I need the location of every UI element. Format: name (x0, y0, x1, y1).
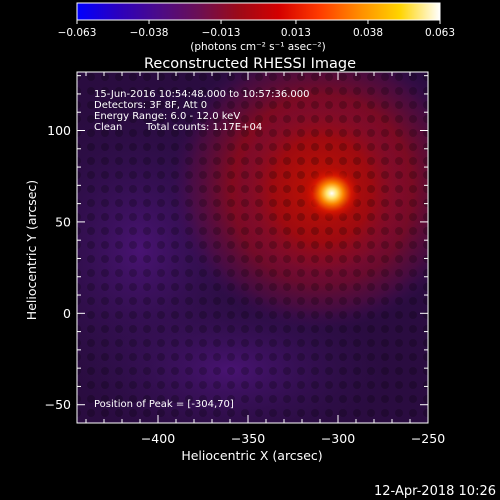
x-tick-label: −300 (321, 431, 355, 446)
colorbar-tick-label: 0.063 (425, 27, 455, 39)
colorbar-gradient (76, 2, 441, 21)
colorbar-tick-label: −0.063 (58, 27, 97, 39)
x-tick-label: −250 (411, 431, 445, 446)
y-tick-label: 0 (63, 306, 71, 321)
colorbar-tick-label: −0.038 (130, 27, 169, 39)
colorbar-tick-label: 0.038 (353, 27, 383, 39)
colorbar: −0.063 −0.038 −0.013 0.013 0.038 0.063 (photo… (58, 2, 455, 53)
x-axis: −400 −350 −300 −250 (85, 72, 445, 446)
timestamp: 12-Apr-2018 10:26 (374, 484, 496, 499)
x-tick-label: −350 (231, 431, 265, 446)
y-axis-label: Heliocentric Y (arcsec) (24, 180, 39, 320)
ripple-texture (77, 72, 428, 423)
x-axis-label: Heliocentric X (arcsec) (181, 448, 322, 463)
y-tick-label: 100 (47, 123, 71, 138)
colorbar-tick-label: 0.013 (281, 27, 311, 39)
peak-position-text: Position of Peak = [-304,70] (94, 399, 234, 410)
time-range-text: 15-Jun-2016 10:54:48.000 to 10:57:36.000 (94, 89, 310, 100)
image-area (77, 72, 428, 423)
energy-range-text: Energy Range: 6.0 - 12.0 keV (94, 111, 240, 122)
method-text: Clean (94, 122, 122, 133)
observation-info: 15-Jun-2016 10:54:48.000 to 10:57:36.000… (94, 89, 310, 133)
colorbar-ticks: −0.063 −0.038 −0.013 0.013 0.038 0.063 (58, 20, 455, 39)
peak-source (301, 165, 362, 222)
total-counts-text: Total counts: 1.17E+04 (145, 122, 262, 133)
y-tick-label: −50 (45, 397, 71, 412)
x-tick-label: −400 (141, 431, 175, 446)
y-tick-label: 50 (55, 214, 71, 229)
plot-frame (76, 71, 429, 424)
detectors-text: Detectors: 3F 8F, Att 0 (94, 100, 207, 111)
colorbar-tick-label: −0.013 (202, 27, 241, 39)
chart-title: Reconstructed RHESSI Image (144, 56, 356, 72)
colorbar-units: (photons cm⁻² s⁻¹ asec⁻²) (190, 41, 325, 53)
y-axis: −50 0 50 100 (45, 75, 428, 412)
